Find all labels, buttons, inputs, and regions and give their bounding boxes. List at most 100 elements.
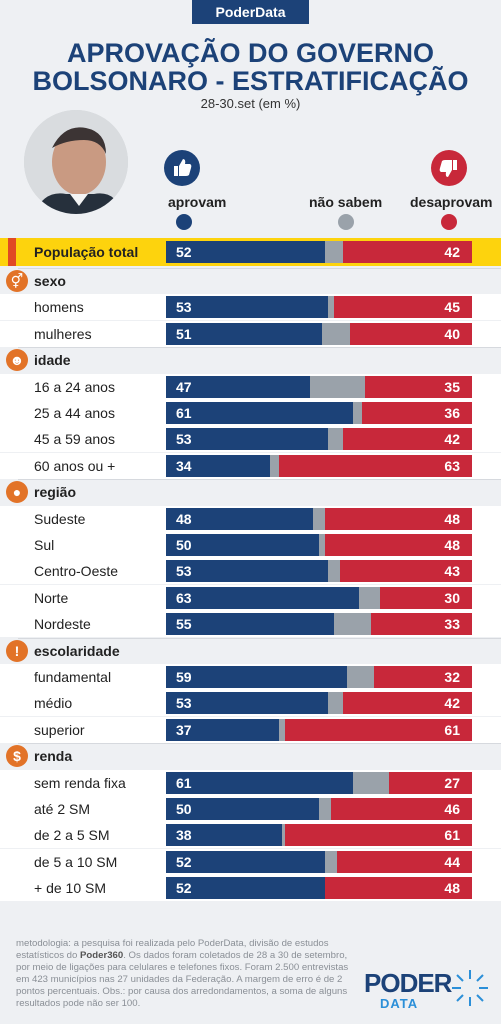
bar-unknown [358, 587, 381, 609]
bar-disapprove [325, 534, 472, 556]
row-label: 16 a 24 anos [34, 379, 115, 395]
bar-approve [166, 877, 326, 899]
value-approve: 37 [176, 722, 192, 738]
methodology-text-a: metodologia: a pesquisa foi realizada pe… [16, 938, 329, 961]
value-approve: 48 [176, 511, 192, 527]
legend-unknown-label: não sabem [309, 194, 383, 210]
stacked-bar: 48 48 [166, 508, 472, 530]
value-disapprove: 42 [444, 695, 460, 711]
legend-approve-label: aprovam [168, 194, 227, 210]
stacked-bar: 53 42 [166, 428, 472, 450]
row-label: até 2 SM [34, 801, 91, 817]
stacked-bar: 55 33 [166, 613, 472, 635]
bar-disapprove [285, 719, 472, 741]
row-label: superior [34, 722, 85, 738]
bar-approve [166, 296, 329, 318]
bar-unknown [328, 428, 344, 450]
person-icon: ☻ [6, 349, 28, 371]
value-approve: 53 [176, 431, 192, 447]
bar-disapprove [374, 666, 472, 688]
page-subtitle: 28-30.set (em %) [200, 96, 301, 111]
bar-disapprove [334, 296, 472, 318]
portrait-photo [24, 110, 128, 214]
bar-disapprove [371, 613, 472, 635]
bar-unknown [282, 824, 286, 846]
group-separator [18, 268, 501, 269]
row-label: 45 a 59 anos [34, 431, 115, 447]
bar-disapprove [380, 587, 472, 609]
gender-icon: ⚥ [6, 270, 28, 292]
row-label: sem renda fixa [34, 775, 126, 791]
value-approve: 34 [176, 458, 192, 474]
stacked-bar: 52 44 [166, 851, 472, 873]
stacked-bar: 59 32 [166, 666, 472, 688]
value-disapprove: 30 [444, 590, 460, 606]
bar-unknown [319, 534, 326, 556]
row-label: Nordeste [34, 616, 91, 632]
group-separator [18, 743, 501, 744]
value-disapprove: 43 [444, 563, 460, 579]
row-label: Centro-Oeste [34, 563, 119, 579]
row-label: médio [34, 695, 73, 711]
bar-unknown [322, 323, 350, 345]
logo-poder: PODER [364, 968, 452, 998]
value-disapprove: 48 [444, 880, 460, 896]
page-title-line1: APROVAÇÃO DO GOVERNO [66, 38, 435, 68]
value-approve: 52 [176, 244, 192, 260]
value-approve: 50 [176, 537, 192, 553]
bar-approve [166, 824, 283, 846]
stacked-bar: 50 46 [166, 798, 472, 820]
thumbs-up-icon [164, 150, 200, 186]
bar-approve [166, 560, 329, 582]
bar-unknown [352, 402, 362, 424]
legend-disapprove-dot [441, 214, 457, 230]
value-disapprove: 27 [444, 775, 460, 791]
value-approve: 50 [176, 801, 192, 817]
bar-unknown [328, 560, 341, 582]
value-approve: 59 [176, 669, 192, 685]
row-label: mulheres [34, 326, 92, 342]
bar-unknown [309, 376, 365, 398]
value-approve: 53 [176, 299, 192, 315]
group-label: região [34, 484, 77, 500]
bar-approve [166, 534, 319, 556]
value-disapprove: 61 [444, 722, 460, 738]
bar-unknown [312, 508, 326, 530]
bar-approve [166, 772, 353, 794]
bar-disapprove [389, 772, 472, 794]
value-disapprove: 33 [444, 616, 460, 632]
stacked-bar: 53 42 [166, 692, 472, 714]
group-label: sexo [34, 273, 66, 289]
group-separator [18, 479, 501, 480]
legend-approve-dot [176, 214, 192, 230]
value-approve: 51 [176, 326, 192, 342]
value-approve: 53 [176, 563, 192, 579]
bar-disapprove [343, 428, 472, 450]
stacked-bar: 34 63 [166, 455, 472, 477]
bar-unknown [325, 851, 338, 873]
bar-disapprove [285, 824, 472, 846]
bar-approve [166, 402, 353, 424]
row-label: de 2 a 5 SM [34, 827, 110, 843]
bar-approve [166, 851, 326, 873]
brazil-map-icon: ● [6, 481, 28, 503]
bar-approve [166, 428, 329, 450]
value-disapprove: 48 [444, 511, 460, 527]
bar-disapprove [325, 877, 472, 899]
value-disapprove: 63 [444, 458, 460, 474]
group-label: idade [34, 352, 71, 368]
stacked-bar: 51 40 [166, 323, 472, 345]
group-label: escolaridade [34, 643, 120, 659]
value-disapprove: 40 [444, 326, 460, 342]
stacked-bar: 63 30 [166, 587, 472, 609]
row-label: 60 anos ou + [34, 458, 116, 474]
value-approve: 63 [176, 590, 192, 606]
bar-unknown [328, 296, 335, 318]
value-disapprove: 45 [444, 299, 460, 315]
value-disapprove: 32 [444, 669, 460, 685]
bar-disapprove [343, 241, 472, 263]
bar-disapprove [349, 323, 472, 345]
stacked-bar: 52 42 [166, 241, 472, 263]
value-disapprove: 42 [444, 431, 460, 447]
bar-approve [166, 666, 347, 688]
